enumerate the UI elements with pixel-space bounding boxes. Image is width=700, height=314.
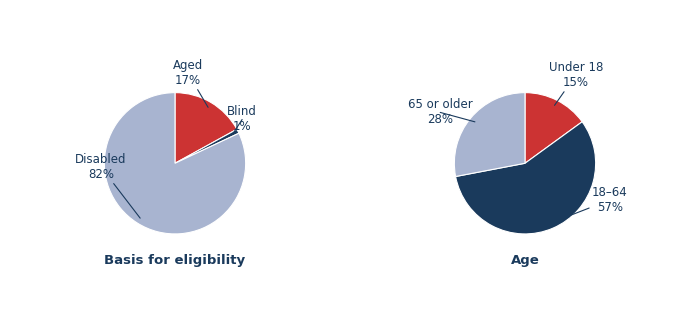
Wedge shape — [175, 129, 239, 163]
Wedge shape — [454, 93, 525, 176]
Text: 18–64
57%: 18–64 57% — [551, 186, 628, 223]
Text: 65 or older
28%: 65 or older 28% — [408, 98, 475, 127]
Wedge shape — [175, 93, 237, 163]
Wedge shape — [456, 122, 596, 234]
Text: Blind
1%: Blind 1% — [228, 106, 257, 134]
Text: Under 18
15%: Under 18 15% — [549, 61, 603, 106]
Wedge shape — [104, 93, 246, 234]
Wedge shape — [525, 93, 582, 163]
Text: Age: Age — [510, 254, 540, 267]
Text: Aged
17%: Aged 17% — [173, 59, 208, 107]
Text: Disabled
82%: Disabled 82% — [75, 153, 140, 218]
Text: Basis for eligibility: Basis for eligibility — [104, 254, 246, 267]
